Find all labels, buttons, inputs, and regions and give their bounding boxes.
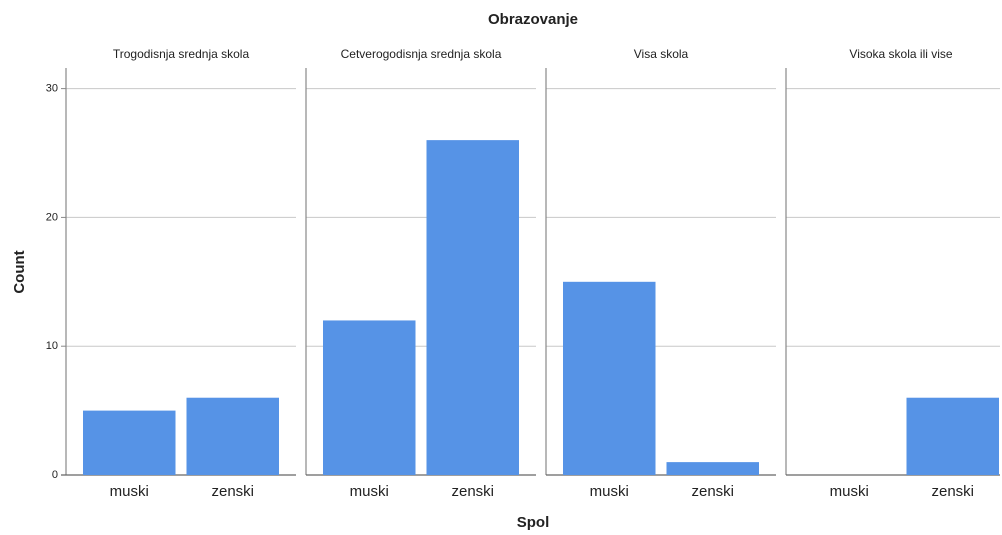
x-axis-label: Spol	[517, 514, 550, 531]
x-tick-label: zenski	[691, 483, 734, 500]
bar	[323, 320, 416, 475]
plot-area: Trogodisnja srednja skola 0 10 20 30 muski zen…	[46, 47, 1000, 500]
panel-title: Visa skola	[634, 47, 689, 61]
y-tick-label: 30	[46, 83, 58, 95]
facet-title: Obrazovanje	[488, 11, 578, 28]
y-tick-label: 0	[52, 469, 58, 481]
bar	[666, 462, 759, 475]
x-tick-label: zenski	[931, 483, 974, 500]
bar	[906, 397, 999, 475]
x-tick-label: muski	[830, 483, 869, 500]
panel-title: Visoka skola ili vise	[849, 47, 952, 61]
bar	[83, 410, 176, 475]
x-tick-label: zenski	[211, 483, 254, 500]
panel-title: Trogodisnja srednja skola	[113, 47, 250, 61]
y-axis-label: Count	[11, 250, 28, 293]
y-tick-label: 10	[46, 340, 58, 352]
x-tick-label: muski	[110, 483, 149, 500]
x-tick-label: zenski	[451, 483, 494, 500]
y-tick-label: 20	[46, 211, 58, 223]
bar	[186, 397, 279, 475]
panel-title: Cetverogodisnja srednja skola	[341, 47, 502, 61]
bar	[563, 281, 656, 475]
x-tick-label: muski	[590, 483, 629, 500]
bar	[426, 140, 519, 475]
x-tick-label: muski	[350, 483, 389, 500]
